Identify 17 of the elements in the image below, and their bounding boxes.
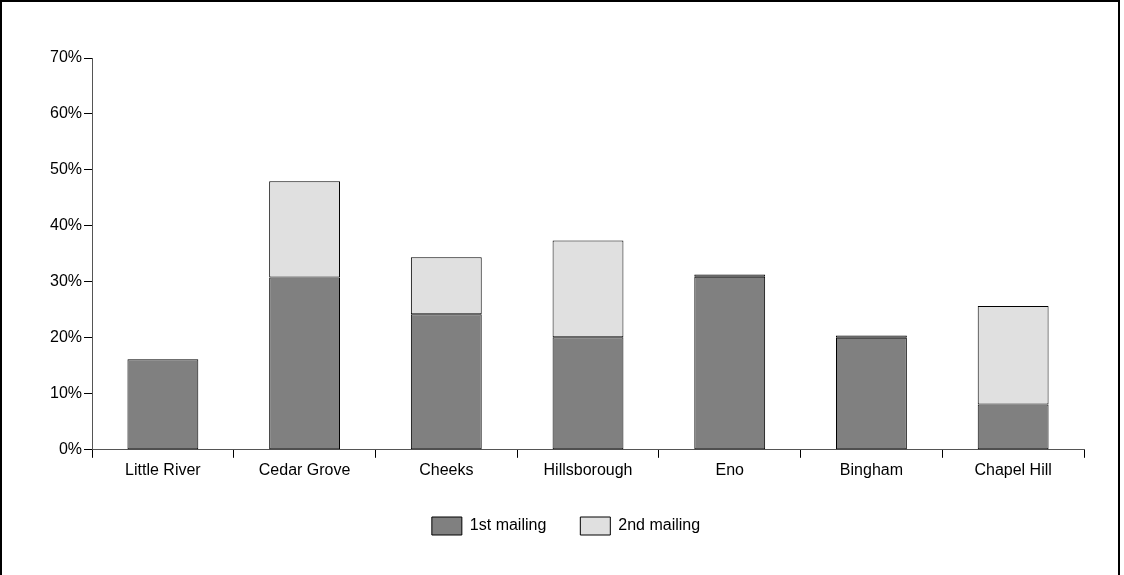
x-tick-label: Eno [715, 460, 745, 478]
x-tick-label: Hillsborough [543, 460, 633, 478]
y-tick-label: 0% [58, 440, 83, 458]
legend-label: 2nd mailing [618, 516, 701, 534]
x-tick-label: Bingham [839, 460, 904, 478]
y-tick-label: 50% [49, 160, 83, 178]
x-tick-label: Cheeks [419, 460, 474, 478]
y-tick-label: 10% [49, 384, 83, 402]
x-tick-label: Cedar Grove [258, 460, 351, 478]
y-tick-label: 60% [49, 104, 83, 122]
y-tick-label: 40% [49, 216, 83, 234]
x-tick-label: Chapel Hill [974, 460, 1052, 478]
y-tick-label: 70% [49, 48, 83, 66]
x-tick-label: Little River [125, 460, 202, 478]
y-tick-label: 30% [49, 272, 83, 290]
y-tick-label: 20% [49, 328, 83, 346]
legend-label: 1st mailing [469, 516, 547, 534]
